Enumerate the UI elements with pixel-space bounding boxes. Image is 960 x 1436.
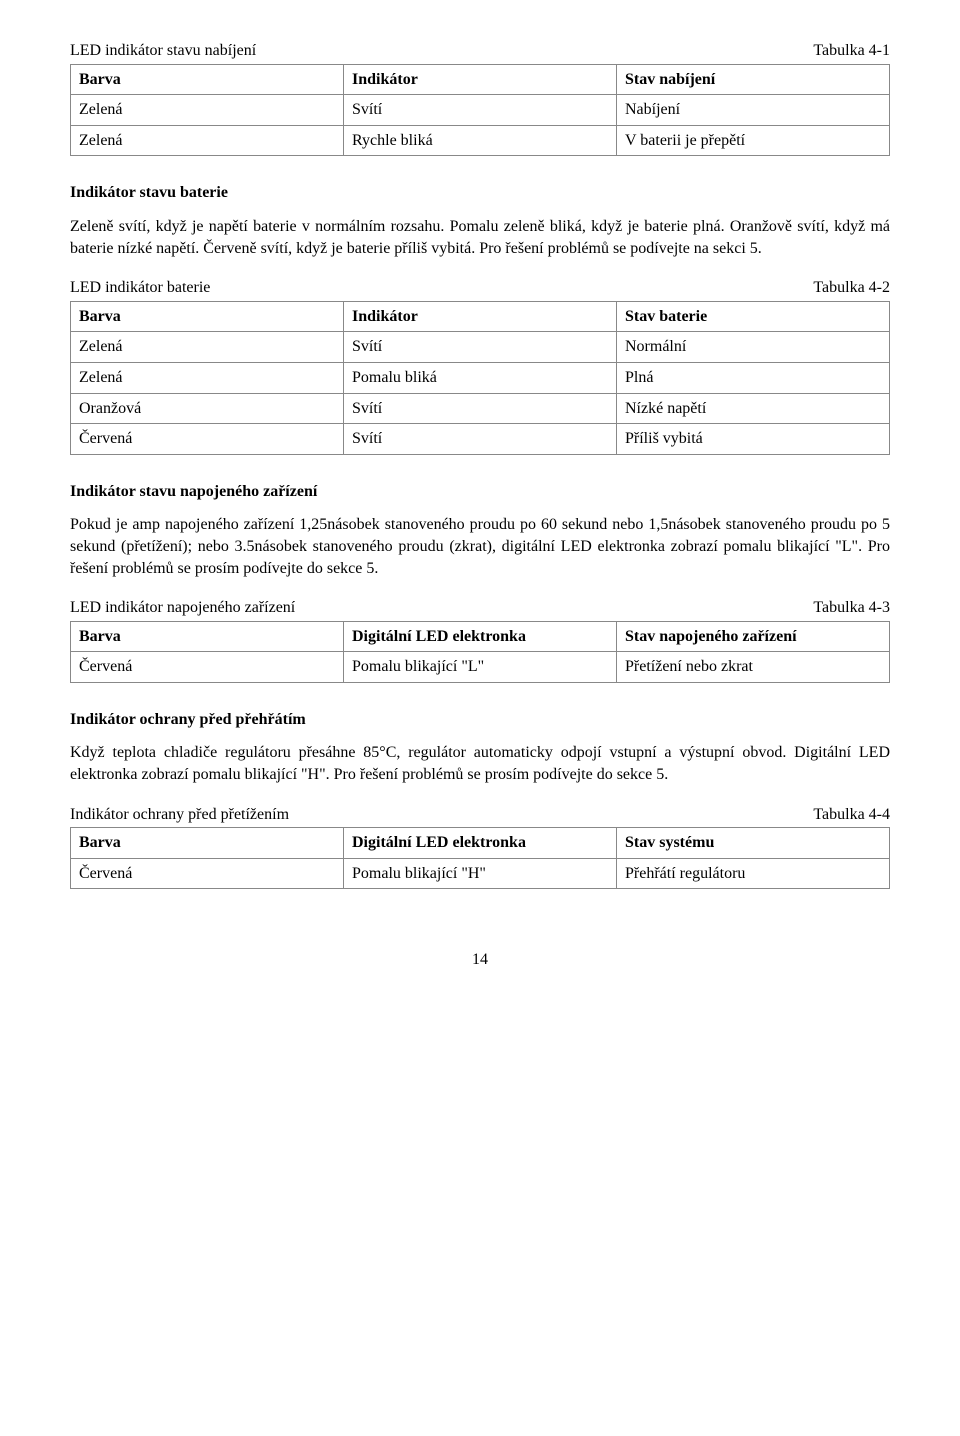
cell: Zelená (71, 125, 344, 156)
overheat-heading: Indikátor ochrany před přehřátím (70, 709, 890, 731)
table43-caption-row: LED indikátor napojeného zařízení Tabulk… (70, 597, 890, 619)
cell: Nabíjení (617, 95, 890, 126)
cell: Svítí (344, 393, 617, 424)
table-row: Barva Indikátor Stav baterie (71, 301, 890, 332)
table-row: Oranžová Svítí Nízké napětí (71, 393, 890, 424)
table42-caption: LED indikátor baterie (70, 277, 210, 299)
table42-h2: Stav baterie (617, 301, 890, 332)
cell: Zelená (71, 362, 344, 393)
cell: Zelená (71, 95, 344, 126)
table44-h0: Barva (71, 828, 344, 859)
table43-caption: LED indikátor napojeného zařízení (70, 597, 295, 619)
cell: V baterii je přepětí (617, 125, 890, 156)
table-row: Barva Digitální LED elektronka Stav syst… (71, 828, 890, 859)
table42-h1: Indikátor (344, 301, 617, 332)
table-row: Červená Pomalu blikající "H" Přehřátí re… (71, 858, 890, 889)
cell: Pomalu blikající "H" (344, 858, 617, 889)
cell: Plná (617, 362, 890, 393)
battery-heading: Indikátor stavu baterie (70, 182, 890, 204)
cell: Pomalu bliká (344, 362, 617, 393)
table-row: Barva Indikátor Stav nabíjení (71, 64, 890, 95)
load-paragraph: Pokud je amp napojeného zařízení 1,25nás… (70, 514, 890, 579)
cell: Červená (71, 424, 344, 455)
table-row: Zelená Pomalu bliká Plná (71, 362, 890, 393)
cell: Svítí (344, 95, 617, 126)
table42-caption-row: LED indikátor baterie Tabulka 4-2 (70, 277, 890, 299)
cell: Svítí (344, 424, 617, 455)
cell: Pomalu blikající "L" (344, 652, 617, 683)
table41-h2: Stav nabíjení (617, 64, 890, 95)
table42-h0: Barva (71, 301, 344, 332)
cell: Svítí (344, 332, 617, 363)
table41-label: Tabulka 4-1 (813, 40, 890, 62)
table44: Barva Digitální LED elektronka Stav syst… (70, 827, 890, 889)
overheat-paragraph: Když teplota chladiče regulátoru přesáhn… (70, 742, 890, 785)
cell: Příliš vybitá (617, 424, 890, 455)
table43-label: Tabulka 4-3 (813, 597, 890, 619)
table41: Barva Indikátor Stav nabíjení Zelená Sví… (70, 64, 890, 157)
cell: Přetížení nebo zkrat (617, 652, 890, 683)
cell: Červená (71, 858, 344, 889)
cell: Oranžová (71, 393, 344, 424)
cell: Rychle bliká (344, 125, 617, 156)
table44-caption: Indikátor ochrany před přetížením (70, 804, 289, 826)
battery-paragraph: Zeleně svítí, když je napětí baterie v n… (70, 216, 890, 259)
table43-h0: Barva (71, 621, 344, 652)
table-row: Zelená Svítí Normální (71, 332, 890, 363)
table43: Barva Digitální LED elektronka Stav napo… (70, 621, 890, 683)
table41-h1: Indikátor (344, 64, 617, 95)
table-row: Zelená Rychle bliká V baterii je přepětí (71, 125, 890, 156)
table44-h2: Stav systému (617, 828, 890, 859)
table41-caption-row: LED indikátor stavu nabíjení Tabulka 4-1 (70, 40, 890, 62)
page-number: 14 (70, 949, 890, 971)
table-row: Červená Svítí Příliš vybitá (71, 424, 890, 455)
table44-caption-row: Indikátor ochrany před přetížením Tabulk… (70, 804, 890, 826)
table44-label: Tabulka 4-4 (813, 804, 890, 826)
table-row: Červená Pomalu blikající "L" Přetížení n… (71, 652, 890, 683)
cell: Přehřátí regulátoru (617, 858, 890, 889)
table44-h1: Digitální LED elektronka (344, 828, 617, 859)
cell: Normální (617, 332, 890, 363)
table42: Barva Indikátor Stav baterie Zelená Svít… (70, 301, 890, 455)
table-row: Zelená Svítí Nabíjení (71, 95, 890, 126)
table41-h0: Barva (71, 64, 344, 95)
cell: Nízké napětí (617, 393, 890, 424)
cell: Zelená (71, 332, 344, 363)
table41-caption: LED indikátor stavu nabíjení (70, 40, 256, 62)
table43-h1: Digitální LED elektronka (344, 621, 617, 652)
table43-h2: Stav napojeného zařízení (617, 621, 890, 652)
load-heading: Indikátor stavu napojeného zařízení (70, 481, 890, 503)
table42-label: Tabulka 4-2 (813, 277, 890, 299)
table-row: Barva Digitální LED elektronka Stav napo… (71, 621, 890, 652)
cell: Červená (71, 652, 344, 683)
